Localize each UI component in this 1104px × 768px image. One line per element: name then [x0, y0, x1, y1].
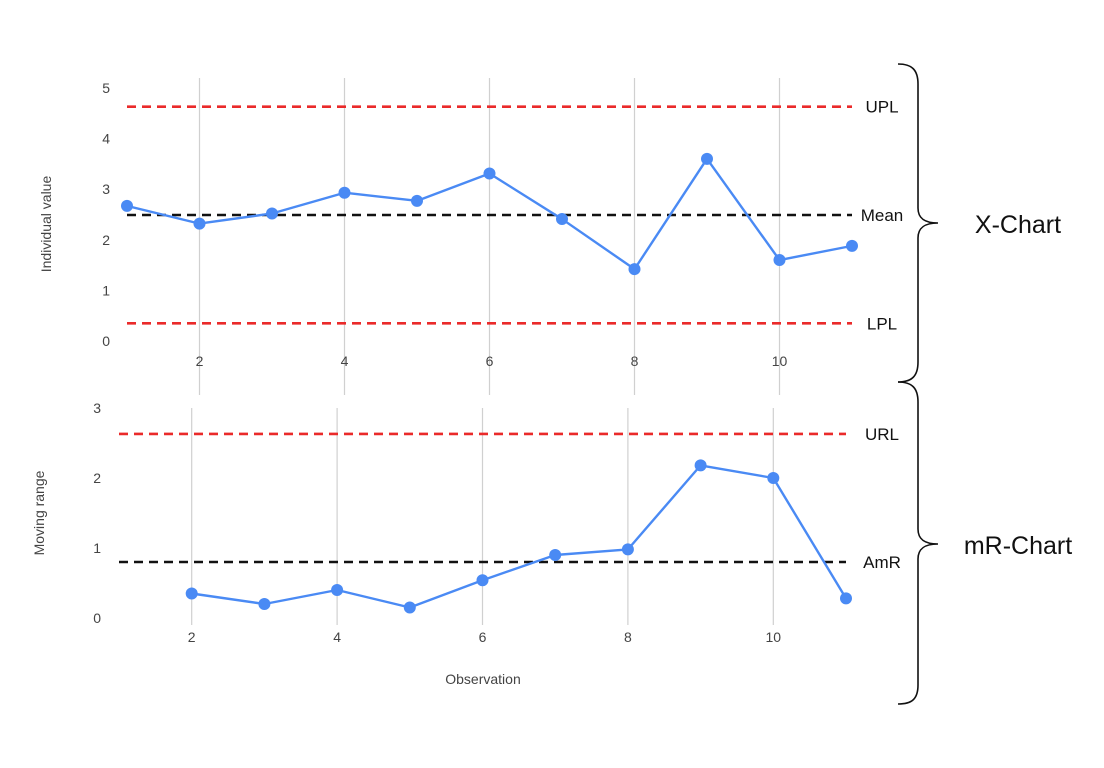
mr-chart-y-axis-title: Moving range	[31, 470, 47, 555]
mr-chart-y-ticks: 0 1 2 3	[93, 400, 101, 626]
x-chart-x-tick-label: 4	[341, 353, 349, 369]
x-chart-reference-lines	[127, 105, 852, 325]
mr-chart-x-tick-label: 2	[188, 629, 196, 645]
x-chart-y-axis-title: Individual value	[38, 176, 54, 273]
mr-chart-grid	[191, 408, 774, 625]
mr-chart-bracket	[897, 381, 939, 705]
mr-chart-y-tick-label: 2	[93, 470, 101, 486]
mr-chart-reference-labels: URL AmR	[863, 425, 901, 572]
x-chart-x-tick-label: 8	[631, 353, 639, 369]
x-chart-data-point	[338, 186, 351, 199]
mr-chart-x-tick-label: 6	[479, 629, 487, 645]
x-chart-bracket	[897, 63, 939, 383]
x-chart-data-point	[773, 254, 786, 267]
x-chart-data-point	[701, 152, 713, 165]
mr-chart-data-point	[476, 574, 489, 587]
url-label: URL	[865, 425, 899, 444]
amr-label: AmR	[863, 553, 901, 572]
mr-chart-y-tick-label: 1	[93, 540, 101, 556]
x-chart-data-point	[556, 213, 568, 226]
mr-chart-x-tick-label: 8	[624, 629, 632, 645]
mr-chart-y-tick-label: 0	[93, 610, 101, 626]
x-chart-data-point	[121, 199, 133, 212]
x-chart-y-tick-label: 3	[102, 181, 110, 197]
x-chart-reference-labels: UPL Mean LPL	[861, 98, 904, 334]
mr-chart-data-point	[840, 592, 852, 605]
x-chart-series	[121, 152, 858, 276]
x-chart-x-ticks: 2 4 6 8 10	[196, 353, 788, 369]
x-chart-data-point	[483, 167, 496, 180]
x-chart-data-point	[628, 263, 641, 276]
lpl-label: LPL	[867, 314, 897, 333]
x-chart-grid	[198, 78, 781, 395]
x-chart-y-tick-label: 2	[102, 232, 110, 248]
x-chart-x-tick-label: 2	[196, 353, 204, 369]
x-chart-data-point	[846, 239, 858, 252]
mr-chart-x-tick-label: 4	[333, 629, 341, 645]
mr-chart-reference-lines	[119, 432, 846, 564]
x-chart-y-tick-label: 0	[102, 333, 110, 349]
x-chart-y-tick-label: 4	[102, 131, 110, 147]
x-chart-data-point	[266, 207, 278, 220]
x-chart-y-tick-label: 5	[102, 80, 110, 96]
mr-chart-x-tick-label: 10	[766, 629, 782, 645]
x-chart-panel: 2 4 6 8 10 0 1 2 3 4 5 UPL Mean LPL Individual valu…	[38, 78, 903, 395]
x-chart-data-point	[411, 194, 423, 207]
mr-chart-data-point	[258, 598, 271, 610]
mr-chart-data-point	[694, 459, 707, 472]
x-chart-y-ticks: 0 1 2 3 4 5	[102, 80, 110, 349]
mr-chart-data-point	[185, 587, 198, 600]
mr-chart-data-point	[549, 549, 562, 561]
mr-chart-y-tick-label: 3	[93, 400, 101, 416]
x-chart-x-tick-label: 10	[772, 353, 788, 369]
x-chart-label: X-Chart	[975, 211, 1061, 239]
mr-chart-series-line	[191, 464, 848, 609]
x-axis-title: Observation	[445, 671, 520, 687]
x-chart-x-tick-label: 6	[486, 353, 494, 369]
mr-chart-data-point	[403, 601, 416, 614]
mr-chart-data-point	[621, 543, 634, 556]
x-chart-data-point	[193, 217, 206, 230]
mr-chart-panel: 2 4 6 8 10 0 1 2 3 URL AmR Moving range Observat…	[31, 400, 901, 687]
mr-chart-label: mR-Chart	[964, 532, 1072, 560]
mr-chart-data-point	[767, 472, 780, 484]
mean-label: Mean	[861, 206, 904, 225]
mr-chart-x-ticks: 2 4 6 8 10	[188, 629, 781, 645]
mr-chart-series	[185, 459, 852, 614]
mr-chart-data-point	[331, 584, 344, 596]
upl-label: UPL	[865, 98, 898, 117]
x-chart-y-tick-label: 1	[102, 282, 110, 298]
